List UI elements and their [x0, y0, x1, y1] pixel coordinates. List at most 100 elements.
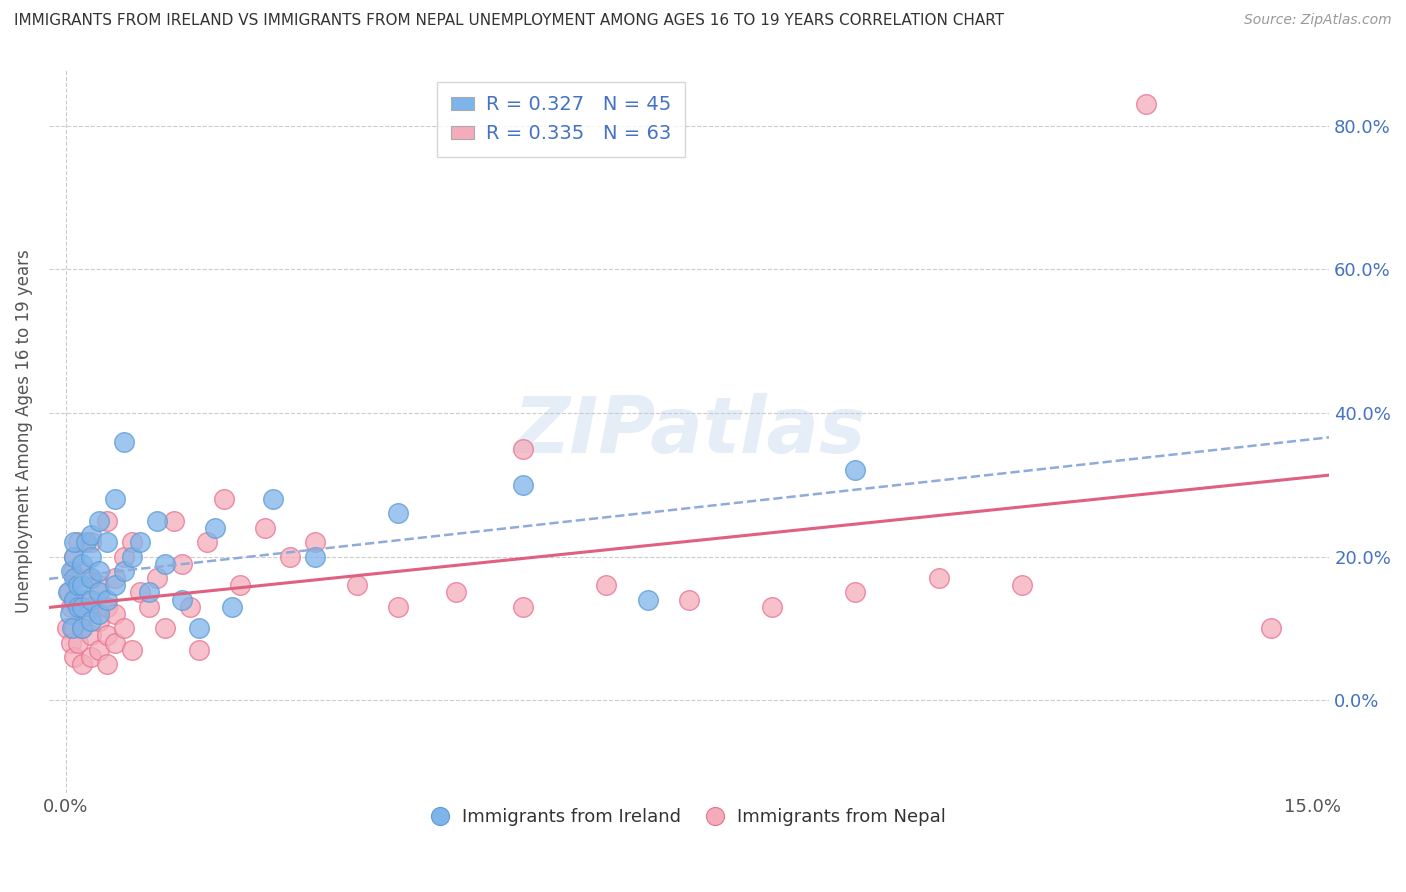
- Point: [96, 592, 118, 607]
- Point: [170, 592, 193, 607]
- Point: [1011, 578, 1033, 592]
- Point: [79, 628, 101, 642]
- Point: [87, 578, 110, 592]
- Point: [104, 571, 127, 585]
- Point: [229, 578, 252, 592]
- Point: [59, 607, 82, 621]
- Point: [121, 642, 143, 657]
- Point: [87, 564, 110, 578]
- Text: ZIPatlas: ZIPatlas: [513, 393, 865, 469]
- Point: [63, 549, 86, 564]
- Text: IMMIGRANTS FROM IRELAND VS IMMIGRANTS FROM NEPAL UNEMPLOYMENT AMONG AGES 16 TO 1: IMMIGRANTS FROM IRELAND VS IMMIGRANTS FR…: [14, 13, 1004, 29]
- Point: [112, 549, 135, 564]
- Legend: Immigrants from Ireland, Immigrants from Nepal: Immigrants from Ireland, Immigrants from…: [423, 799, 955, 835]
- Point: [60, 599, 83, 614]
- Point: [1135, 97, 1157, 112]
- Point: [79, 535, 101, 549]
- Point: [278, 549, 301, 564]
- Point: [63, 650, 86, 665]
- Point: [844, 585, 866, 599]
- Point: [58, 585, 80, 599]
- Point: [844, 463, 866, 477]
- Point: [304, 535, 326, 549]
- Point: [928, 571, 950, 585]
- Point: [221, 599, 243, 614]
- Point: [56, 585, 79, 599]
- Point: [446, 585, 468, 599]
- Point: [512, 442, 534, 456]
- Point: [70, 657, 93, 672]
- Point: [67, 535, 90, 549]
- Point: [112, 564, 135, 578]
- Point: [79, 614, 101, 628]
- Point: [63, 621, 86, 635]
- Point: [112, 621, 135, 635]
- Point: [129, 585, 152, 599]
- Point: [104, 492, 127, 507]
- Point: [70, 599, 93, 614]
- Point: [512, 599, 534, 614]
- Point: [204, 521, 226, 535]
- Point: [79, 571, 101, 585]
- Point: [79, 549, 101, 564]
- Point: [75, 607, 97, 621]
- Point: [262, 492, 284, 507]
- Point: [146, 571, 169, 585]
- Point: [104, 607, 127, 621]
- Point: [87, 607, 110, 621]
- Text: Source: ZipAtlas.com: Source: ZipAtlas.com: [1244, 13, 1392, 28]
- Point: [79, 650, 101, 665]
- Point: [96, 628, 118, 642]
- Point: [63, 535, 86, 549]
- Point: [387, 507, 409, 521]
- Point: [87, 514, 110, 528]
- Point: [67, 599, 90, 614]
- Point: [104, 578, 127, 592]
- Point: [346, 578, 368, 592]
- Point: [67, 578, 90, 592]
- Point: [637, 592, 659, 607]
- Point: [87, 585, 110, 599]
- Point: [70, 557, 93, 571]
- Point: [70, 592, 93, 607]
- Point: [79, 528, 101, 542]
- Point: [212, 492, 235, 507]
- Point: [63, 549, 86, 564]
- Point: [155, 621, 177, 635]
- Point: [170, 557, 193, 571]
- Point: [187, 621, 209, 635]
- Point: [79, 571, 101, 585]
- Point: [63, 592, 86, 607]
- Point: [129, 535, 152, 549]
- Point: [304, 549, 326, 564]
- Point: [254, 521, 277, 535]
- Point: [121, 549, 143, 564]
- Point: [96, 535, 118, 549]
- Point: [195, 535, 218, 549]
- Point: [138, 599, 160, 614]
- Point: [70, 621, 93, 635]
- Y-axis label: Unemployment Among Ages 16 to 19 years: Unemployment Among Ages 16 to 19 years: [15, 249, 32, 613]
- Point: [59, 635, 82, 649]
- Point: [138, 585, 160, 599]
- Point: [1260, 621, 1282, 635]
- Point: [96, 657, 118, 672]
- Point: [761, 599, 783, 614]
- Point: [87, 614, 110, 628]
- Point: [56, 621, 79, 635]
- Point: [121, 535, 143, 549]
- Point: [163, 514, 186, 528]
- Point: [96, 599, 118, 614]
- Point: [63, 571, 86, 585]
- Point: [112, 434, 135, 449]
- Point: [595, 578, 617, 592]
- Point: [512, 477, 534, 491]
- Point: [67, 635, 90, 649]
- Point: [70, 621, 93, 635]
- Point: [104, 635, 127, 649]
- Point: [387, 599, 409, 614]
- Point: [70, 564, 93, 578]
- Point: [75, 535, 97, 549]
- Point: [187, 642, 209, 657]
- Point: [70, 578, 93, 592]
